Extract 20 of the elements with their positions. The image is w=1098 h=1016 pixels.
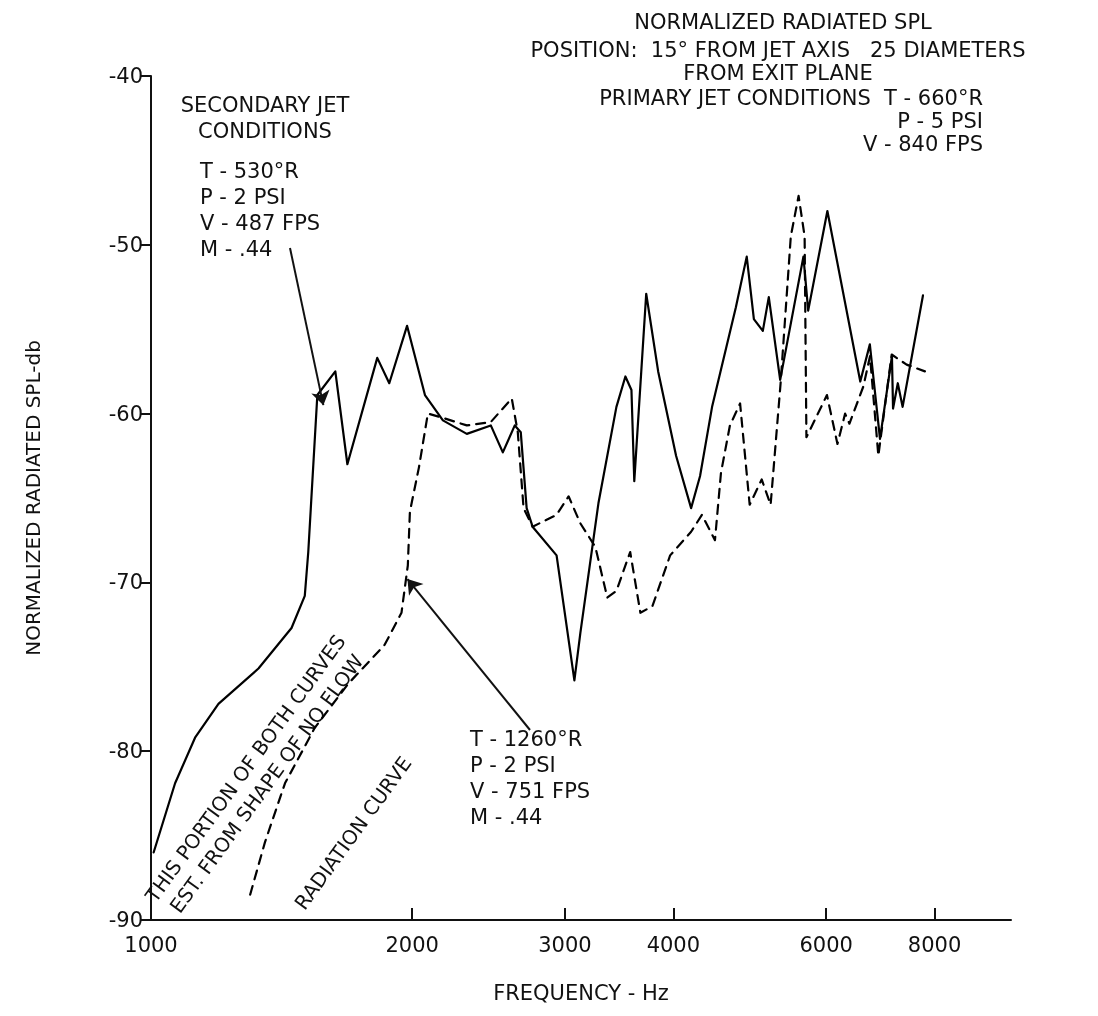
y-tick-label: -60 [108,401,143,426]
y-axis-title: NORMALIZED RADIATED SPL-db [21,340,45,656]
x-tick-label: 6000 [799,932,853,957]
annotation: PRIMARY JET CONDITIONS T - 660°R P - 5 PSI V - 840 FPS [599,85,983,156]
y-tick-label: -70 [108,570,143,595]
annotation: T - 530°R P - 2 PSI V - 487 FPS M - .44 [199,159,321,261]
x-tick-label: 1000 [124,932,178,957]
x-tick-label: 4000 [646,932,701,957]
x-tick-label: 8000 [907,932,962,957]
y-tick-label: -90 [108,908,143,932]
annotation: SECONDARY JET CONDITIONS [180,93,350,143]
y-tick-label: -40 [108,64,143,88]
chart-title: NORMALIZED RADIATED SPL [634,9,933,34]
y-tick-label: -80 [108,739,143,764]
y-tick-label: -50 [108,232,143,257]
x-tick-label: 3000 [538,932,592,957]
x-axis-title: FREQUENCY - Hz [493,980,669,1005]
annotation: T - 1260°R P - 2 PSI V - 751 FPS M - .44 [469,727,591,829]
annotation: POSITION: 15° FROM JET AXIS 25 DIAMETERS FROM EXIT PLANE [530,37,1026,85]
x-tick-label: 2000 [385,932,439,957]
